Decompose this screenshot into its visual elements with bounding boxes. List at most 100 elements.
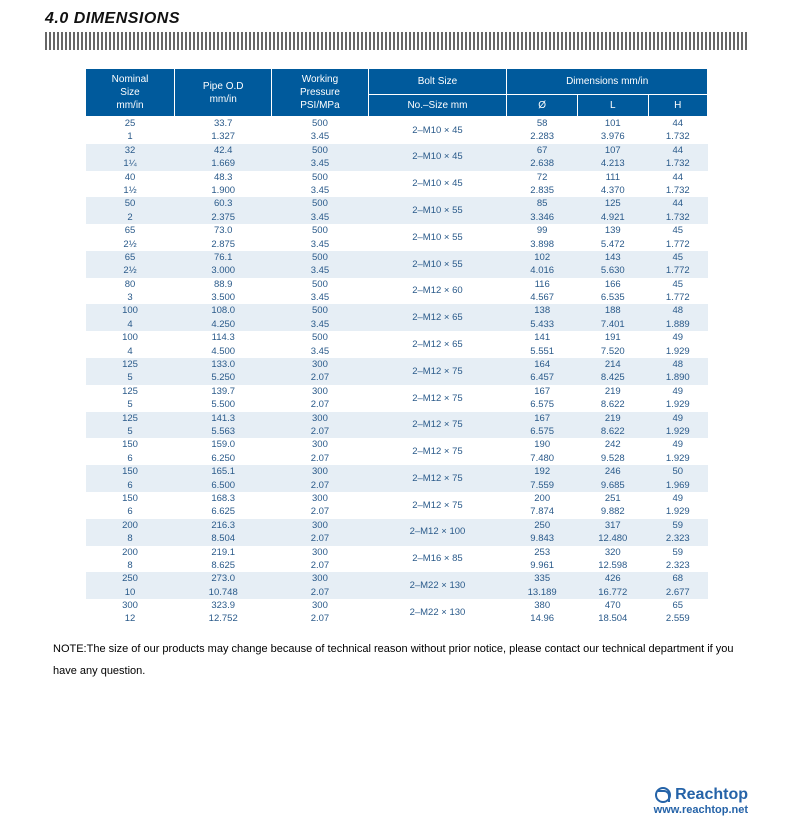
- table-cell: 219: [577, 385, 648, 398]
- table-cell: 167: [507, 385, 578, 398]
- table-cell: 6: [86, 505, 175, 518]
- table-cell: 125: [86, 385, 175, 398]
- table-cell: 323.9: [175, 599, 272, 612]
- table-cell: 7.480: [507, 452, 578, 465]
- table-cell: 40: [86, 171, 175, 184]
- table-cell: 139.7: [175, 385, 272, 398]
- table-cell: 470: [577, 599, 648, 612]
- table-cell: 59: [648, 519, 707, 532]
- table-cell: 44: [648, 197, 707, 210]
- table-cell: 219.1: [175, 546, 272, 559]
- table-cell: 101: [577, 117, 648, 131]
- table-cell: 4.921: [577, 211, 648, 224]
- table-cell: 380: [507, 599, 578, 612]
- table-cell: 5: [86, 371, 175, 384]
- table-cell: 1.929: [648, 345, 707, 358]
- table-cell: 2.07: [272, 479, 368, 492]
- table-cell: 44: [648, 144, 707, 157]
- table-cell: 300: [272, 519, 368, 532]
- table-cell: 4.016: [507, 264, 578, 277]
- table-row: 100114.35002–M12 × 6514119149: [86, 331, 708, 344]
- table-cell: 2.677: [648, 586, 707, 599]
- table-cell: 138: [507, 304, 578, 317]
- table-cell: 48.3: [175, 171, 272, 184]
- table-cell: 2–M10 × 55: [368, 224, 507, 251]
- table-cell: 108.0: [175, 304, 272, 317]
- table-cell: 3.500: [175, 291, 272, 304]
- table-cell: 1.929: [648, 452, 707, 465]
- table-cell: 100: [86, 304, 175, 317]
- table-cell: 116: [507, 278, 578, 291]
- table-cell: 3.898: [507, 238, 578, 251]
- table-cell: 2.875: [175, 238, 272, 251]
- table-cell: 1: [86, 130, 175, 143]
- table-cell: 6: [86, 452, 175, 465]
- table-cell: 2.375: [175, 211, 272, 224]
- table-cell: 2: [86, 211, 175, 224]
- table-cell: 4.213: [577, 157, 648, 170]
- table-row: 150168.33002–M12 × 7520025149: [86, 492, 708, 505]
- table-cell: 159.0: [175, 438, 272, 451]
- table-cell: 2–M12 × 75: [368, 438, 507, 465]
- section-title-bar: [45, 32, 748, 50]
- table-cell: 114.3: [175, 331, 272, 344]
- table-cell: 141.3: [175, 412, 272, 425]
- table-cell: 214: [577, 358, 648, 371]
- table-cell: 33.7: [175, 117, 272, 131]
- table-cell: 500: [272, 144, 368, 157]
- table-row: 3242.45002–M10 × 456710744: [86, 144, 708, 157]
- table-cell: 7.520: [577, 345, 648, 358]
- table-cell: 250: [507, 519, 578, 532]
- table-cell: 1.929: [648, 505, 707, 518]
- col-nominal: NominalSizemm/in: [86, 69, 175, 117]
- table-cell: 2.07: [272, 371, 368, 384]
- table-cell: 246: [577, 465, 648, 478]
- table-cell: 65: [86, 224, 175, 237]
- table-cell: 13.189: [507, 586, 578, 599]
- table-cell: 2–M12 × 75: [368, 385, 507, 412]
- table-cell: 6.575: [507, 425, 578, 438]
- table-cell: 4.500: [175, 345, 272, 358]
- table-cell: 12.752: [175, 612, 272, 625]
- table-cell: 102: [507, 251, 578, 264]
- table-cell: 1.732: [648, 157, 707, 170]
- table-cell: 188: [577, 304, 648, 317]
- table-cell: 6: [86, 479, 175, 492]
- table-cell: 500: [272, 117, 368, 131]
- table-cell: 242: [577, 438, 648, 451]
- table-cell: 500: [272, 251, 368, 264]
- table-cell: 2.283: [507, 130, 578, 143]
- table-cell: 2–M12 × 75: [368, 465, 507, 492]
- table-cell: 5.472: [577, 238, 648, 251]
- table-cell: 1.732: [648, 130, 707, 143]
- table-cell: 1.890: [648, 371, 707, 384]
- table-cell: 9.528: [577, 452, 648, 465]
- table-cell: 49: [648, 492, 707, 505]
- table-cell: 2–M22 × 130: [368, 599, 507, 626]
- table-cell: 2.07: [272, 452, 368, 465]
- table-cell: 300: [272, 438, 368, 451]
- table-cell: 191: [577, 331, 648, 344]
- table-cell: 168.3: [175, 492, 272, 505]
- table-cell: 25: [86, 117, 175, 131]
- table-cell: 1.732: [648, 184, 707, 197]
- table-cell: 426: [577, 572, 648, 585]
- table-cell: 2.07: [272, 612, 368, 625]
- col-dimensions: Dimensions mm/in: [507, 69, 708, 95]
- table-cell: 1.772: [648, 238, 707, 251]
- table-cell: 49: [648, 331, 707, 344]
- table-row: 150165.13002–M12 × 7519224650: [86, 465, 708, 478]
- table-cell: 99: [507, 224, 578, 237]
- table-cell: 6.250: [175, 452, 272, 465]
- table-cell: 8.425: [577, 371, 648, 384]
- table-cell: 49: [648, 412, 707, 425]
- table-cell: 5.551: [507, 345, 578, 358]
- table-cell: 6.575: [507, 398, 578, 411]
- col-bolt-sub: No.–Size mm: [368, 95, 507, 117]
- table-cell: 7.401: [577, 318, 648, 331]
- table-cell: 300: [272, 572, 368, 585]
- table-cell: 48: [648, 358, 707, 371]
- table-cell: 67: [507, 144, 578, 157]
- table-cell: 76.1: [175, 251, 272, 264]
- table-cell: 300: [86, 599, 175, 612]
